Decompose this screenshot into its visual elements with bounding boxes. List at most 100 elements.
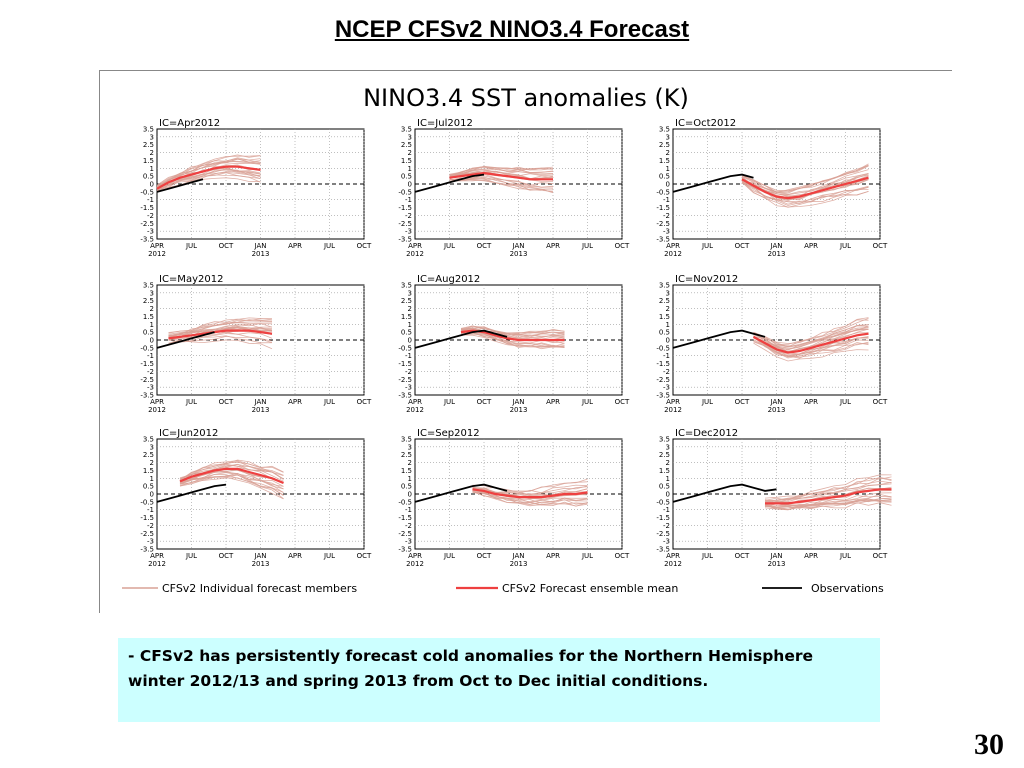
x-tick-label: JUL [323, 552, 335, 560]
y-tick-label: 2 [408, 459, 412, 467]
y-tick-label: 2.5 [401, 451, 412, 459]
y-tick-label: -3 [663, 384, 670, 392]
y-tick-label: 1 [666, 165, 670, 173]
x-tick-label: APR [408, 552, 422, 560]
member-line [156, 177, 261, 191]
y-tick-label: 3 [150, 443, 154, 451]
panel-label: IC=Apr2012 [159, 118, 220, 129]
x-tick-label: APR [804, 552, 818, 560]
x-tick-year: 2013 [252, 406, 270, 414]
y-tick-label: -2.5 [656, 220, 670, 228]
x-tick-label: JAN [254, 552, 267, 560]
x-tick-year: 2013 [768, 250, 786, 258]
member-line [764, 483, 892, 502]
page-number: 30 [974, 728, 1004, 761]
y-tick-label: 2.5 [143, 141, 154, 149]
x-tick-label: APR [150, 242, 164, 250]
y-tick-label: 1.5 [659, 313, 670, 321]
member-line [764, 499, 892, 509]
y-tick-label: -0.5 [656, 344, 670, 352]
y-tick-label: 1 [408, 321, 412, 329]
member-line [460, 334, 565, 350]
y-tick-label: -2.5 [140, 530, 154, 538]
member-line [764, 498, 892, 511]
panel-label: IC=Dec2012 [675, 428, 738, 439]
y-tick-label: 1 [666, 321, 670, 329]
y-tick-label: -2.5 [140, 220, 154, 228]
y-tick-label: -3 [405, 384, 412, 392]
y-tick-label: 1.5 [143, 313, 154, 321]
x-tick-year: 2013 [768, 406, 786, 414]
y-tick-label: -2 [663, 368, 670, 376]
member-line [472, 490, 588, 504]
member-line [168, 325, 273, 340]
y-tick-label: -2.5 [398, 220, 412, 228]
nino34-panels-svg: NINO3.4 SST anomalies (K) 3.532.521.510.… [122, 84, 892, 595]
observations-line [672, 483, 777, 503]
member-line [168, 317, 273, 333]
y-tick-label: 0.5 [659, 483, 670, 491]
nino34-figure: NINO3.4 SST anomalies (K) 3.5 3 2.5 2 1.5 1 0.… [99, 70, 952, 613]
x-tick-label: OCT [873, 552, 888, 560]
x-tick-label: OCT [873, 242, 888, 250]
y-tick-label: 0.5 [659, 329, 670, 337]
legend-observations-label: Observations [811, 582, 884, 595]
ensemble-mean-line [179, 467, 284, 485]
y-tick-label: -1.5 [656, 204, 670, 212]
x-tick-label: APR [666, 552, 680, 560]
y-tick-label: 3.5 [659, 126, 670, 134]
y-tick-label: -1 [663, 352, 670, 360]
y-tick-label: 1 [408, 165, 412, 173]
y-tick-label: 0 [150, 181, 154, 189]
y-tick-label: -2 [405, 368, 412, 376]
x-tick-year: 2012 [148, 250, 166, 258]
member-line [753, 328, 869, 352]
y-tick-label: -2 [147, 212, 154, 220]
y-tick-label: 3.5 [401, 126, 412, 134]
y-tick-label: -2.5 [398, 530, 412, 538]
x-tick-label: APR [666, 242, 680, 250]
y-tick-label: -0.5 [140, 344, 154, 352]
y-tick-label: -1.5 [140, 204, 154, 212]
y-tick-label: -1.5 [656, 360, 670, 368]
x-tick-label: APR [150, 552, 164, 560]
y-tick-label: -1.5 [398, 204, 412, 212]
y-tick-label: 1.5 [143, 157, 154, 165]
x-tick-label: JUL [701, 552, 713, 560]
x-tick-label: JAN [512, 552, 525, 560]
panel-label: IC=May2012 [159, 274, 223, 285]
x-tick-label: OCT [735, 398, 750, 406]
x-tick-label: OCT [357, 242, 372, 250]
y-tick-label: 0.5 [659, 173, 670, 181]
x-tick-label: OCT [873, 398, 888, 406]
y-tick-label: -2.5 [398, 376, 412, 384]
x-tick-label: JUL [581, 398, 593, 406]
y-tick-label: 2 [150, 149, 154, 157]
y-tick-label: 1.5 [401, 157, 412, 165]
member-line [753, 318, 869, 348]
x-tick-label: APR [804, 242, 818, 250]
x-tick-label: OCT [477, 552, 492, 560]
y-tick-label: 0 [666, 181, 670, 189]
x-tick-label: JAN [254, 242, 267, 250]
x-tick-label: APR [408, 398, 422, 406]
member-line [764, 495, 892, 507]
x-tick-label: JUL [443, 398, 455, 406]
y-tick-label: 0 [150, 337, 154, 345]
x-tick-label: APR [288, 398, 302, 406]
panel-label: IC=Nov2012 [675, 274, 738, 285]
y-tick-label: 0.5 [143, 483, 154, 491]
panel-label: IC=Jun2012 [159, 428, 218, 439]
y-tick-label: 2.5 [401, 141, 412, 149]
member-line [460, 326, 565, 335]
observations-line [156, 178, 204, 193]
y-tick-label: 1.5 [659, 467, 670, 475]
y-tick-label: 2.5 [143, 297, 154, 305]
x-tick-label: APR [408, 242, 422, 250]
y-tick-label: -3 [147, 538, 154, 546]
y-tick-label: 3 [408, 443, 412, 451]
x-tick-label: JUL [323, 398, 335, 406]
x-tick-year: 2013 [252, 560, 270, 568]
y-tick-label: 2 [408, 305, 412, 313]
y-tick-label: 1 [666, 475, 670, 483]
